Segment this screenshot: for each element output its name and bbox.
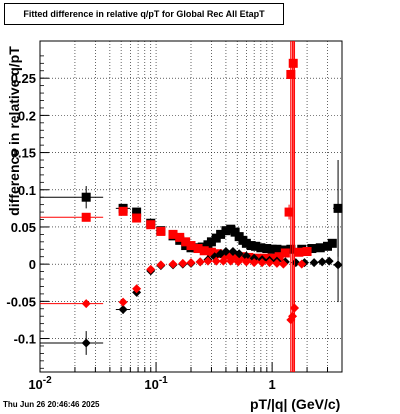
data-point-diamond (324, 256, 334, 266)
data-point-square (118, 206, 128, 216)
y-axis-label: difference in relative q/pT (6, 46, 22, 216)
data-point-square (284, 207, 294, 217)
data-point-diamond (290, 303, 300, 313)
data-point-diamond (81, 299, 91, 309)
x-tick-label: 10-2 (28, 375, 52, 392)
x-tick-label: 1 (269, 377, 276, 392)
y-tick-label: 0.2 (18, 108, 36, 123)
data-point-diamond (241, 251, 251, 261)
data-point-square (267, 244, 277, 254)
y-tick-label: -0.1 (14, 332, 36, 347)
data-point-square (181, 237, 191, 247)
data-point-diamond (186, 258, 196, 268)
data-point-square (251, 241, 261, 251)
data-point-diamond (272, 258, 282, 268)
data-point-diamond (203, 256, 213, 266)
data-point-diamond (156, 260, 166, 270)
data-point-square (274, 252, 284, 262)
data-point-square (262, 244, 272, 254)
y-tick-label: -0.05 (6, 294, 36, 309)
data-point-square (216, 229, 226, 239)
data-point-diamond (168, 259, 178, 269)
data-point-square (236, 252, 246, 262)
data-point-square (241, 238, 251, 248)
data-point-square (302, 247, 312, 257)
data-point-square (322, 241, 332, 251)
data-point-square (199, 246, 209, 256)
data-point-square (280, 248, 290, 258)
data-point-diamond (226, 256, 236, 266)
data-point-square (186, 241, 196, 251)
data-point-diamond (221, 247, 231, 257)
y-tick-label: 0 (29, 257, 36, 272)
data-point-diamond (317, 257, 327, 267)
x-axis-label: pT/|q| (GeV/c) (250, 396, 341, 412)
data-point-diamond (278, 259, 288, 269)
data-point-square (294, 247, 304, 257)
data-point-square (132, 213, 142, 223)
data-point-diamond (132, 284, 142, 294)
data-point-square (168, 229, 178, 239)
chart-title: Fitted difference in relative q/pT for G… (4, 3, 284, 25)
data-point-diamond (178, 258, 188, 268)
data-point-square (221, 226, 231, 236)
data-point-diamond (118, 305, 128, 315)
data-point-square (256, 243, 266, 253)
data-point-diamond (233, 257, 243, 267)
data-point-square (206, 247, 216, 257)
data-point-diamond (81, 338, 91, 348)
data-point-square (81, 212, 91, 222)
y-tick-label: 0.1 (18, 183, 36, 198)
data-point-square (193, 244, 203, 254)
y-tick-label: 0.15 (11, 146, 36, 161)
data-point-square (206, 237, 216, 247)
data-point-diamond (218, 256, 228, 266)
data-point-square (307, 244, 317, 254)
data-point-diamond (249, 258, 259, 268)
data-point-diamond (297, 259, 307, 269)
y-tick-label: 0.05 (11, 220, 36, 235)
data-point-diamond (195, 257, 205, 267)
data-point-square (81, 192, 91, 202)
data-point-square (156, 226, 166, 236)
data-point-square (315, 243, 325, 253)
timestamp-footer: Thu Jun 26 20:46:46 2025 (3, 400, 100, 409)
x-tick-label: 10-1 (144, 375, 168, 392)
data-point-diamond (118, 297, 128, 307)
data-point-square (327, 238, 337, 248)
data-point-diamond (333, 260, 343, 270)
y-tick-label: 0.25 (11, 71, 36, 86)
data-point-diamond (265, 258, 275, 268)
data-point-square (175, 232, 185, 242)
data-point-square (132, 207, 142, 217)
data-point-diamond (211, 256, 221, 266)
data-point-square (146, 220, 156, 230)
data-point-diamond (241, 257, 251, 267)
data-point-square (288, 58, 298, 68)
data-point-square (333, 203, 343, 213)
data-point-diamond (146, 264, 156, 274)
data-point-diamond (309, 258, 319, 268)
data-point-diamond (257, 258, 267, 268)
data-point-square (272, 244, 282, 254)
data-point-square (267, 253, 277, 263)
data-point-diamond (234, 249, 244, 259)
